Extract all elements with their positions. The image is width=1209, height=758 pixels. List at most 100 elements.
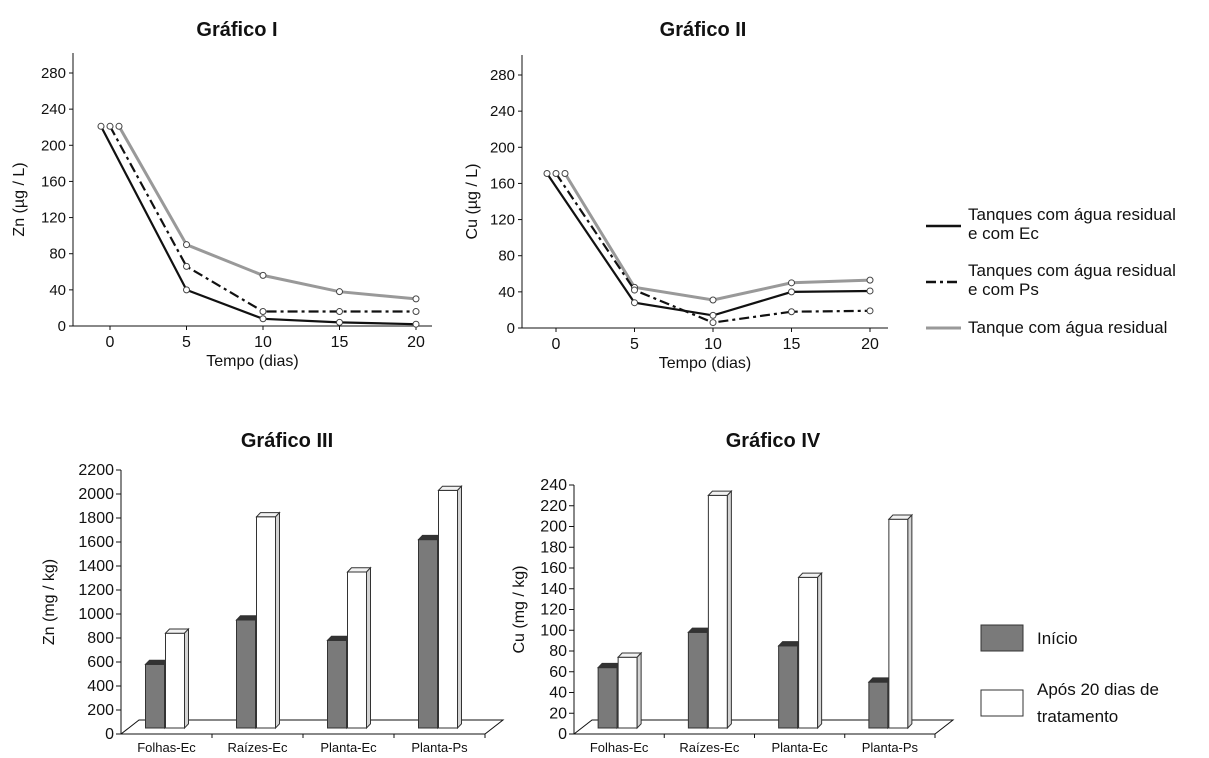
y-tick-label: 40 [49, 282, 66, 299]
legend-label: e com Ec [968, 224, 1039, 243]
data-point [412, 308, 420, 316]
bar [687, 631, 708, 729]
data-point [183, 286, 190, 294]
series-line [109, 125, 416, 313]
y-tick-label: 140 [540, 581, 567, 598]
data-point [259, 271, 267, 279]
x-tick-label: 15 [783, 336, 801, 353]
x-tick-label: Raízes-Ec [228, 740, 288, 755]
y-tick-label: 100 [540, 622, 567, 639]
x-tick-label: 0 [552, 336, 561, 353]
x-tick-label: Folhas-Ec [590, 740, 649, 755]
data-point [543, 169, 551, 177]
legend-label: Tanques com água residual [968, 261, 1176, 280]
y-tick-label: 200 [87, 702, 114, 719]
y-tick-label: 180 [540, 539, 567, 556]
y-tick-label: 120 [41, 210, 66, 227]
data-point [97, 122, 105, 130]
y-tick-label: 200 [540, 519, 567, 536]
legend-bar-swatch [980, 689, 1024, 717]
legend-label: e com Ps [968, 280, 1039, 299]
x-tick-label: Folhas-Ec [137, 740, 196, 755]
y-tick-label: 2200 [78, 462, 114, 479]
data-point [631, 286, 638, 294]
chart-title: Gráfico III [241, 430, 333, 452]
y-axis-label: Cu (mg / kg) [511, 565, 528, 653]
chart-title: Gráfico IV [726, 430, 821, 452]
y-tick-label: 200 [41, 137, 66, 154]
y-tick-label: 80 [498, 248, 515, 265]
y-tick-label: 40 [498, 284, 515, 301]
y-tick-label: 160 [540, 560, 567, 577]
chart-grafico-iii: Gráfico III 0 200 400 600 800 1000 1200 1400 1600… [41, 430, 505, 755]
y-tick-label: 120 [490, 212, 515, 229]
bar [438, 489, 458, 729]
bar-side [817, 571, 823, 730]
data-point [709, 311, 717, 319]
y-tick-label: 0 [58, 318, 66, 335]
y-tick-label: 1200 [78, 582, 114, 599]
y-tick-label: 240 [490, 103, 515, 120]
y-tick-label: 200 [490, 139, 515, 156]
x-tick-label: Planta-Ec [320, 740, 377, 755]
y-axis-label: Zn (µg / L) [11, 162, 28, 236]
bar [145, 663, 165, 729]
bar-side [275, 511, 280, 730]
x-tick-label: 5 [630, 336, 639, 353]
x-axis-label: Tempo (dias) [206, 353, 298, 370]
y-tick-label: 120 [540, 602, 567, 619]
data-point [259, 308, 267, 316]
chart-grafico-iv: Gráfico IV 0 20 40 60 80 100 120 140 160 180 200 220… [511, 430, 955, 755]
y-tick-label: 0 [558, 726, 567, 743]
bar [165, 632, 185, 729]
bar [347, 571, 367, 729]
floor-plane [119, 719, 505, 735]
data-point [631, 299, 638, 307]
y-axis-label: Cu (µg / L) [464, 164, 481, 240]
y-tick-label: 0 [105, 726, 114, 743]
bar [798, 576, 819, 729]
y-tick-label: 600 [87, 654, 114, 671]
bar-side [184, 627, 189, 730]
x-tick-label: 10 [254, 334, 272, 351]
data-point [336, 288, 343, 296]
x-tick-label: Planta-Ps [411, 740, 468, 755]
y-tick-label: 800 [87, 630, 114, 647]
data-point [561, 169, 569, 177]
data-point [866, 307, 874, 315]
y-tick-label: 80 [49, 246, 66, 263]
x-tick-label: Raízes-Ec [679, 740, 739, 755]
data-point [115, 122, 123, 130]
x-tick-label: 20 [861, 336, 879, 353]
data-point [788, 308, 795, 316]
floor-plane [572, 719, 955, 735]
legend-label: tratamento [1037, 707, 1118, 726]
x-tick-label: 10 [704, 336, 722, 353]
data-point [183, 262, 190, 270]
y-tick-label: 1000 [78, 606, 114, 623]
legend-label: Após 20 dias de [1037, 680, 1159, 699]
y-tick-label: 160 [41, 173, 66, 190]
x-tick-label: 0 [106, 334, 115, 351]
y-tick-label: 1600 [78, 534, 114, 551]
chart-title: Gráfico II [660, 19, 747, 41]
chart-grafico-ii: Gráfico II 0 40 80 120 160 200 240 280 0 5 10 15 20 Te… [464, 19, 888, 372]
data-point [412, 320, 420, 328]
y-axis-label: Zn (mg / kg) [41, 559, 58, 645]
data-point [259, 315, 267, 323]
y-tick-label: 400 [87, 678, 114, 695]
chart-title: Gráfico I [196, 19, 277, 41]
legend-label: Tanques com água residual [968, 205, 1176, 224]
bar [256, 516, 276, 729]
data-point [336, 318, 343, 326]
x-tick-label: Planta-Ps [862, 740, 919, 755]
series-line [117, 125, 417, 301]
data-point [788, 279, 795, 287]
y-tick-label: 280 [41, 65, 66, 82]
bar-side [457, 484, 462, 730]
x-tick-label: 20 [407, 334, 425, 351]
data-point [106, 122, 114, 130]
bar [888, 518, 909, 729]
